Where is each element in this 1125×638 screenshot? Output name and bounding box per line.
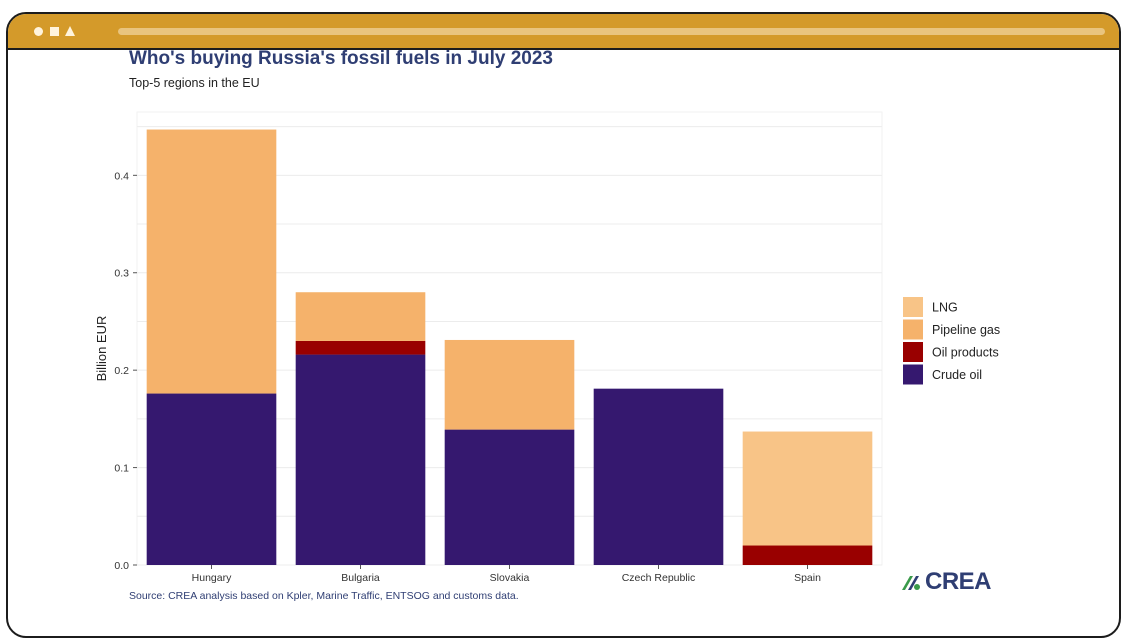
x-tick-label: Czech Republic [622, 572, 696, 584]
bar-lng-spain [742, 431, 873, 546]
x-tick-label: Spain [794, 572, 821, 584]
legend-label-oil-products: Oil products [932, 346, 999, 360]
legend-swatch-crude-oil [903, 364, 923, 385]
y-tick-label: 0.1 [114, 463, 129, 475]
y-tick-label: 0.4 [114, 170, 129, 182]
chart-subtitle: Top-5 regions in the EU [129, 76, 260, 90]
legend-label-pipeline-gas: Pipeline gas [932, 323, 1000, 337]
legend-label-crude-oil: Crude oil [932, 368, 982, 382]
legend-swatch-lng [903, 297, 923, 317]
y-axis-title: Billion EUR [94, 316, 109, 382]
x-tick-label: Slovakia [490, 572, 530, 584]
bar-crude-oil-hungary [146, 393, 277, 565]
bar-oil-products-spain [742, 545, 873, 565]
y-tick-label: 0.0 [114, 560, 129, 572]
crea-logo: CREA [900, 568, 992, 596]
legend-swatch-pipeline-gas [903, 319, 923, 340]
x-tick-label: Bulgaria [341, 572, 380, 584]
bar-pipeline-gas-bulgaria [295, 292, 426, 341]
address-bar[interactable] [118, 28, 1105, 35]
bar-crude-oil-slovakia [444, 429, 575, 565]
bar-crude-oil-czech-republic [593, 388, 724, 565]
logo-text: CREA [925, 568, 992, 595]
bar-oil-products-bulgaria [295, 340, 426, 355]
crea-leaf-icon [902, 576, 920, 590]
stacked-bar-chart: 0.0 0.1 0.2 0.3 0.4 Billion EUR Hungary Bulgari… [94, 111, 1000, 584]
x-tick-label: Hungary [192, 572, 232, 584]
y-tick-label: 0.2 [114, 365, 129, 377]
window-titlebar [8, 14, 1119, 50]
y-tick-label: 0.3 [114, 268, 129, 280]
bar-pipeline-gas-slovakia [444, 339, 575, 430]
bar-crude-oil-bulgaria [295, 354, 426, 565]
bar-pipeline-gas-hungary [146, 129, 277, 394]
legend-label-lng: LNG [932, 301, 958, 315]
triangle-icon[interactable] [65, 26, 75, 36]
square-icon[interactable] [50, 27, 59, 36]
circle-icon[interactable] [34, 27, 43, 36]
legend-swatch-oil-products [903, 342, 923, 362]
source-note: Source: CREA analysis based on Kpler, Ma… [129, 590, 519, 602]
chart-title: Who's buying Russia's fossil fuels in Ju… [129, 48, 553, 69]
